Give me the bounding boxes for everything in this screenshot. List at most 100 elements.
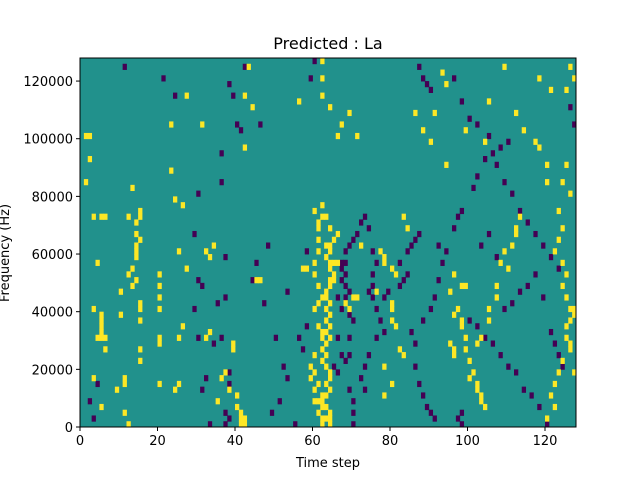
heatmap-cell-high bbox=[300, 265, 306, 272]
heatmap-cell-low bbox=[343, 248, 348, 255]
heatmap-cell-high bbox=[320, 415, 325, 422]
heatmap-cell-high bbox=[545, 415, 550, 422]
heatmap-cell-low bbox=[219, 334, 224, 341]
heatmap-cell-high bbox=[126, 213, 131, 220]
heatmap-cell-high bbox=[564, 161, 569, 168]
heatmap-cell-low bbox=[486, 132, 492, 140]
heatmap-cell-low bbox=[417, 380, 422, 388]
heatmap-cell-low bbox=[467, 115, 472, 122]
heatmap-cell-high bbox=[134, 248, 139, 255]
heatmap-cell-high bbox=[207, 254, 213, 261]
heatmap-cell-high bbox=[157, 282, 162, 290]
heatmap-cell-high bbox=[242, 421, 248, 428]
heatmap-cell-low bbox=[269, 409, 275, 416]
heatmap-cell-high bbox=[312, 398, 317, 405]
heatmap-cell-high bbox=[405, 225, 410, 232]
heatmap-cell-high bbox=[413, 109, 418, 117]
heatmap-cell-high bbox=[452, 311, 457, 318]
heatmap-cell-high bbox=[475, 380, 480, 388]
heatmap-cell-low bbox=[122, 63, 127, 70]
heatmap-cell-low bbox=[436, 242, 441, 249]
x-tick-label: 80 bbox=[382, 434, 399, 449]
heatmap-cell-high bbox=[138, 207, 143, 215]
heatmap-cell-low bbox=[525, 219, 530, 226]
heatmap-cell-low bbox=[370, 271, 375, 278]
y-tick-label: 60000 bbox=[32, 248, 73, 263]
heatmap-cell-high bbox=[455, 305, 461, 313]
heatmap-cell-high bbox=[246, 63, 251, 70]
heatmap-cell-high bbox=[324, 294, 329, 301]
heatmap-cell-high bbox=[355, 132, 360, 140]
heatmap-cell-low bbox=[223, 294, 228, 301]
heatmap-cell-high bbox=[297, 98, 302, 105]
axes-frame bbox=[79, 57, 577, 428]
heatmap-cell-high bbox=[103, 334, 108, 341]
heatmap-cell-high bbox=[390, 300, 395, 307]
heatmap-cell-low bbox=[254, 259, 259, 266]
y-tick-label: 100000 bbox=[23, 133, 73, 148]
heatmap-cell-high bbox=[118, 311, 124, 318]
heatmap-cell-low bbox=[366, 225, 372, 232]
heatmap-cell-low bbox=[397, 259, 403, 266]
heatmap-cell-low bbox=[533, 230, 538, 238]
heatmap-cell-high bbox=[312, 259, 317, 266]
heatmap-cell-low bbox=[405, 271, 410, 278]
heatmap-cell-high bbox=[560, 179, 565, 186]
heatmap-cell-high bbox=[238, 409, 244, 416]
heatmap-cell-low bbox=[525, 282, 530, 290]
heatmap-cell-low bbox=[498, 352, 503, 359]
heatmap-cell-high bbox=[568, 346, 573, 353]
heatmap-cell-low bbox=[533, 271, 538, 278]
heatmap-cell-low bbox=[517, 288, 523, 295]
heatmap-cell-high bbox=[440, 69, 445, 76]
heatmap-cell-high bbox=[537, 75, 542, 82]
heatmap-cell-high bbox=[312, 207, 317, 215]
heatmap-cell-high bbox=[169, 121, 174, 128]
heatmap-cell-low bbox=[413, 363, 418, 370]
heatmap-cell-high bbox=[138, 213, 143, 220]
heatmap-cell-low bbox=[204, 375, 209, 382]
heatmap-cell-high bbox=[215, 398, 220, 405]
heatmap-cell-high bbox=[351, 294, 356, 301]
heatmap-cell-low bbox=[211, 340, 217, 347]
heatmap-cell-low bbox=[227, 380, 232, 388]
heatmap-cell-low bbox=[343, 271, 348, 278]
heatmap-cell-high bbox=[572, 75, 577, 82]
heatmap-cell-high bbox=[134, 242, 139, 249]
heatmap-cell-high bbox=[238, 415, 244, 422]
heatmap-cell-high bbox=[331, 277, 337, 284]
heatmap-cell-high bbox=[514, 109, 519, 117]
heatmap-cell-high bbox=[99, 213, 104, 220]
heatmap-cell-high bbox=[83, 179, 89, 186]
heatmap-cell-high bbox=[320, 421, 325, 428]
heatmap-cell-high bbox=[374, 288, 379, 295]
heatmap-cell-low bbox=[424, 81, 430, 88]
heatmap-cell-high bbox=[219, 375, 224, 382]
heatmap-cell-high bbox=[328, 375, 333, 382]
heatmap-cell-high bbox=[475, 386, 480, 393]
heatmap-cell-high bbox=[122, 380, 127, 388]
heatmap-cell-high bbox=[324, 352, 329, 359]
heatmap-cell-high bbox=[138, 305, 143, 313]
heatmap-cell-high bbox=[521, 127, 527, 134]
heatmap-cell-low bbox=[459, 409, 465, 416]
heatmap-cell-high bbox=[568, 340, 573, 347]
heatmap-cell-low bbox=[405, 248, 410, 255]
heatmap-cell-high bbox=[227, 386, 232, 393]
heatmap-cell-high bbox=[99, 317, 104, 324]
heatmap-cells bbox=[83, 58, 577, 428]
heatmap-cell-low bbox=[409, 328, 414, 336]
heatmap-cell-low bbox=[432, 415, 437, 422]
heatmap-cell-low bbox=[490, 340, 496, 347]
heatmap-cell-high bbox=[308, 363, 313, 370]
heatmap-cell-high bbox=[184, 92, 189, 99]
heatmap-cell-low bbox=[223, 421, 228, 428]
heatmap-cell-low bbox=[502, 305, 507, 313]
heatmap-cell-high bbox=[87, 156, 93, 163]
heatmap-cell-low bbox=[486, 230, 492, 238]
heatmap-cell-high bbox=[320, 334, 325, 341]
heatmap-cell-high bbox=[320, 213, 325, 220]
heatmap-cell-high bbox=[200, 121, 205, 128]
heatmap-cell-high bbox=[157, 305, 162, 313]
heatmap-cell-high bbox=[258, 277, 263, 284]
